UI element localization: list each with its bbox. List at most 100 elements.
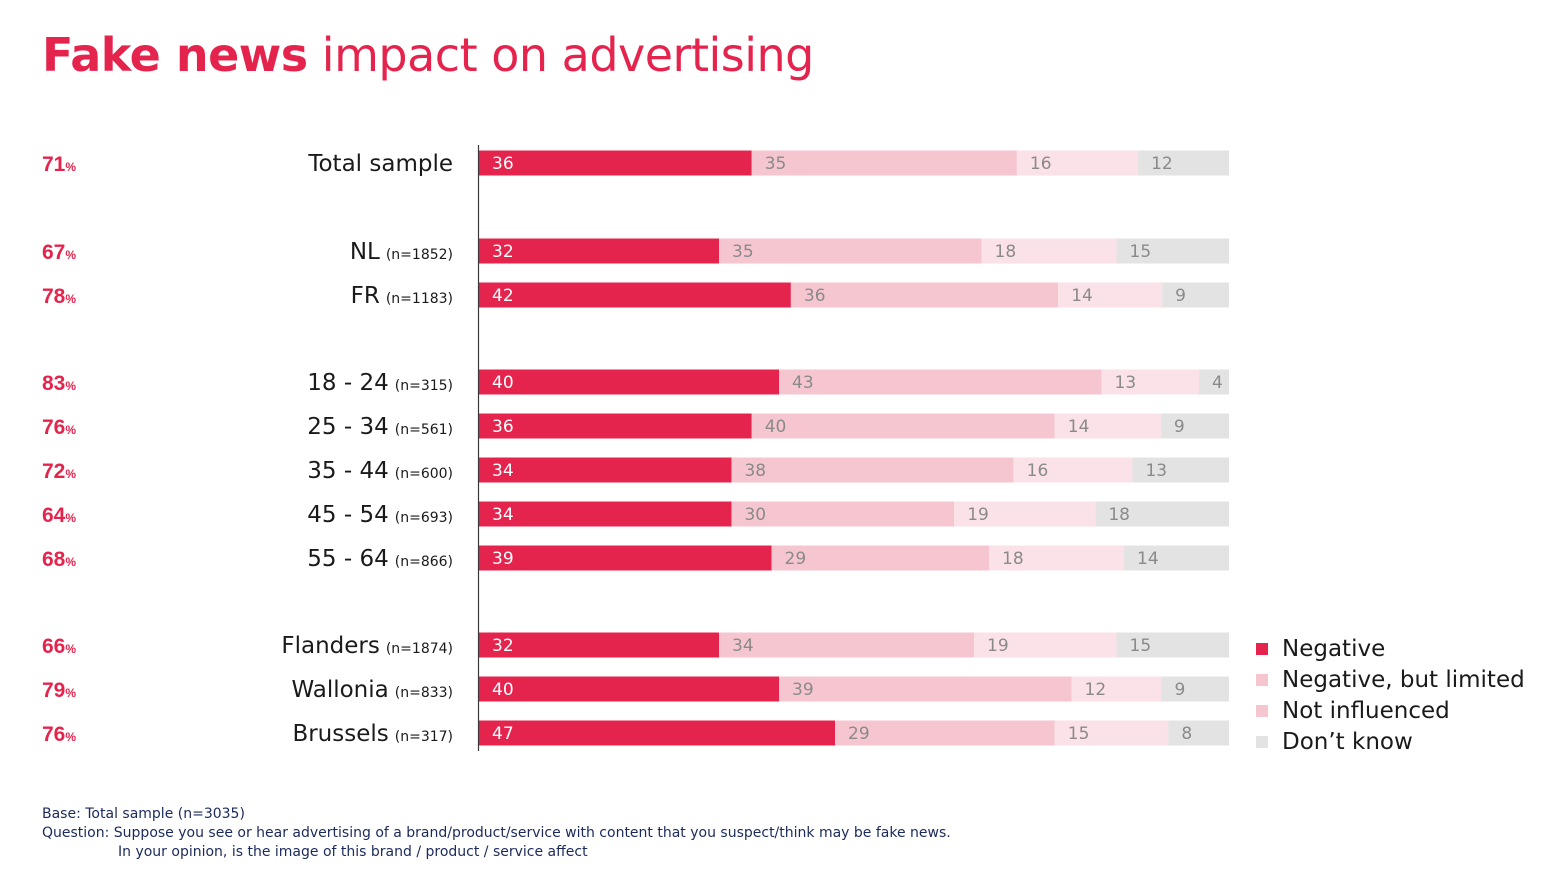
percent-sign: % [65,379,76,393]
row-sample-size: (n=1183) [386,291,453,307]
data-label-negative: 32 [492,636,514,656]
bar-segment-dont-know [1168,720,1229,746]
bar-segment-negative-limited [719,632,974,658]
bar-segment-negative [479,545,772,571]
legend-swatch-not-influenced [1256,704,1268,717]
row-label: 55 - 64 (n=866) [307,546,453,572]
total-percent: 76% [42,416,76,439]
percent-sign: % [65,160,76,174]
percent-sign: % [65,642,76,656]
total-percent-value: 64 [42,504,66,527]
footnote: Base: Total sample (n=3035) Question: Su… [42,805,951,862]
row-sample-size: (n=1874) [386,641,453,657]
title-bold: Fake news [42,28,308,82]
row-label-text: 45 - 54 [307,502,388,528]
bar-segment-dont-know [1116,632,1229,658]
data-label-negative: 47 [492,724,514,744]
bar-row: 68% 55 - 64 (n=866) 39 29 18 14 [42,545,1229,572]
total-percent-value: 72 [42,460,65,483]
row-sample-size: (n=317) [395,729,453,745]
legend-label: Don’t know [1282,728,1413,755]
total-percent: 64% [42,504,76,527]
data-label-negative-limited: 38 [744,461,766,481]
bar-segment-dont-know [1161,676,1229,702]
data-label-not-influenced: 18 [995,242,1017,262]
percent-sign: % [65,292,76,306]
bar-row: 64% 45 - 54 (n=693) 34 30 19 18 [42,501,1229,528]
bar-segment-negative [479,720,836,746]
bar-segment-negative-limited [771,545,989,571]
bar-segment-negative-limited [719,238,982,264]
data-label-not-influenced: 16 [1027,461,1049,481]
total-percent-value: 66 [42,635,65,658]
bar-row: 72% 35 - 44 (n=600) 34 38 16 13 [42,457,1229,484]
bar-segment-negative-limited [835,720,1055,746]
data-label-dont-know: 18 [1108,505,1130,525]
row-label-text: Flanders [281,633,379,659]
legend-swatch-dont-know [1256,735,1268,748]
data-label-dont-know: 4 [1212,373,1223,393]
data-label-not-influenced: 13 [1115,373,1137,393]
legend-item-dont-know: Don’t know [1256,726,1525,757]
legend-swatch-negative [1256,642,1268,655]
data-label-dont-know: 9 [1175,286,1186,306]
data-label-dont-know: 8 [1181,724,1192,744]
bar-segment-negative-limited [731,501,955,527]
bar-row: 83% 18 - 24 (n=315) 40 43 13 4 [42,369,1229,396]
data-label-dont-know: 15 [1130,242,1152,262]
legend-label: Not influenced [1282,697,1450,724]
percent-sign: % [65,248,76,262]
data-label-not-influenced: 16 [1030,154,1052,174]
bar-row: 66% Flanders (n=1874) 32 34 19 15 [42,632,1229,659]
data-label-negative: 40 [492,373,514,393]
bar-segment-dont-know [1160,413,1229,439]
total-percent-value: 76 [42,416,65,439]
total-percent-value: 76 [42,723,65,746]
bar-segment-negative [479,413,752,439]
data-label-not-influenced: 14 [1068,417,1090,437]
bar-segment-not-influenced [989,545,1124,571]
bar-row: 76% Brussels (n=317) 47 29 15 8 [42,720,1229,747]
total-percent: 68% [42,548,76,571]
data-label-negative-limited: 40 [765,417,787,437]
row-label-text: 25 - 34 [307,414,388,440]
bar-segment-negative [479,501,732,527]
legend: Negative Negative, but limited Not influ… [1256,633,1525,757]
bar-segment-not-influenced [1058,282,1163,308]
row-label: 45 - 54 (n=693) [307,502,453,528]
row-label: Wallonia (n=833) [291,677,453,703]
bar-segment-negative-limited [779,676,1072,702]
row-sample-size: (n=1852) [386,247,453,263]
data-label-negative-limited: 29 [848,724,870,744]
data-label-not-influenced: 19 [987,636,1009,656]
bar-segment-negative-limited [751,413,1055,439]
data-label-negative-limited: 29 [785,549,807,569]
total-percent: 79% [42,679,76,702]
row-label: FR (n=1183) [351,283,453,309]
bar-segment-not-influenced [1071,676,1162,702]
row-sample-size: (n=315) [395,378,453,394]
data-label-negative-limited: 39 [792,680,814,700]
bar-row: 76% 25 - 34 (n=561) 36 40 14 9 [42,413,1229,440]
total-percent: 72% [42,460,76,483]
footnote-question: Question: Suppose you see or hear advert… [42,825,951,841]
bar-segment-dont-know [1124,545,1229,571]
percent-sign: % [65,423,76,437]
legend-swatch-negative-limited [1256,673,1268,686]
total-percent: 83% [42,372,76,395]
total-percent: 76% [42,723,76,746]
percent-sign: % [65,686,76,700]
total-percent-value: 71 [42,153,66,176]
footnote-question-continued: In your opinion, is the image of this br… [118,844,588,860]
data-label-negative-limited: 34 [732,636,754,656]
data-label-not-influenced: 19 [967,505,989,525]
data-label-not-influenced: 18 [1002,549,1024,569]
bar-segment-not-influenced [1054,413,1161,439]
data-label-negative: 40 [492,680,514,700]
bar-row: 71% Total sample 36 35 16 12 [42,150,1229,177]
bar-segment-negative [479,632,719,658]
bar-row: 79% Wallonia (n=833) 40 39 12 9 [42,676,1229,703]
row-label: 35 - 44 (n=600) [307,458,453,484]
data-label-not-influenced: 15 [1068,724,1090,744]
